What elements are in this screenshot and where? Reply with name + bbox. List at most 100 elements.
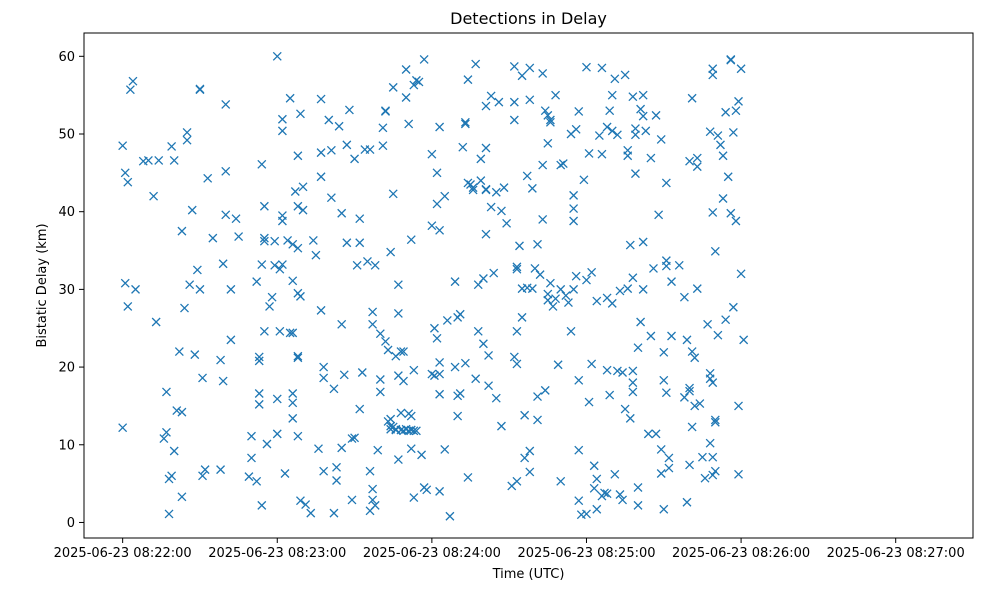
data-point-marker xyxy=(597,63,607,73)
data-point-marker xyxy=(682,497,692,507)
data-point-marker xyxy=(633,500,643,510)
y-tick-label: 10 xyxy=(58,438,75,453)
data-point-marker xyxy=(177,492,187,502)
data-point-marker xyxy=(731,216,741,226)
data-point-marker xyxy=(685,156,695,166)
data-point-marker xyxy=(187,205,197,215)
data-point-marker xyxy=(512,262,522,272)
data-point-marker xyxy=(620,70,630,80)
data-point-marker xyxy=(445,511,455,521)
x-tick-label: 2025-06-23 08:27:00 xyxy=(827,546,965,561)
data-point-marker xyxy=(440,444,450,454)
data-point-marker xyxy=(638,111,648,121)
x-axis-ticks: 2025-06-23 08:22:00 2025-06-23 08:23:00 20… xyxy=(54,538,965,561)
data-point-marker xyxy=(401,65,411,74)
data-point-marker xyxy=(708,452,718,462)
y-tick-label: 20 xyxy=(58,361,75,376)
data-point-marker xyxy=(551,90,561,100)
data-point-marker xyxy=(378,123,388,133)
x-tick-label: 2025-06-23 08:23:00 xyxy=(208,546,346,561)
data-point-marker xyxy=(649,263,658,273)
data-point-marker xyxy=(651,110,661,120)
data-point-marker xyxy=(659,504,669,514)
data-point-marker xyxy=(690,401,700,411)
data-point-marker xyxy=(520,410,530,420)
data-point-marker xyxy=(339,370,349,380)
data-point-marker xyxy=(481,143,491,153)
data-point-marker xyxy=(131,284,140,294)
data-point-marker xyxy=(118,141,128,151)
data-point-marker xyxy=(522,171,532,181)
data-point-marker xyxy=(481,185,491,195)
data-point-marker xyxy=(496,421,506,431)
data-point-marker xyxy=(574,496,584,506)
data-point-marker xyxy=(198,373,207,383)
data-point-marker xyxy=(272,394,282,404)
data-point-marker xyxy=(731,106,741,116)
data-point-marker xyxy=(167,141,177,151)
data-point-marker xyxy=(502,218,512,228)
data-point-marker xyxy=(435,486,445,496)
data-point-marker xyxy=(295,496,305,506)
data-point-marker xyxy=(332,462,341,472)
data-point-marker xyxy=(308,235,318,245)
data-point-marker xyxy=(259,233,269,243)
data-point-marker xyxy=(612,366,622,376)
data-point-marker xyxy=(218,259,228,269)
data-point-marker xyxy=(584,148,594,158)
data-point-marker xyxy=(726,208,736,218)
data-point-marker xyxy=(628,366,638,376)
data-point-marker xyxy=(386,421,396,431)
data-point-marker xyxy=(329,508,339,518)
data-point-marker xyxy=(435,225,445,235)
data-point-marker xyxy=(705,127,715,137)
data-point-marker xyxy=(453,411,463,421)
data-point-marker xyxy=(435,389,445,399)
data-point-marker xyxy=(520,453,530,463)
data-point-marker xyxy=(298,182,308,192)
data-point-marker xyxy=(602,122,612,132)
data-point-marker xyxy=(195,284,205,294)
data-point-marker xyxy=(592,474,602,484)
data-point-marker xyxy=(705,368,715,378)
data-point-marker xyxy=(460,119,470,129)
data-point-marker xyxy=(594,131,604,141)
data-point-marker xyxy=(597,149,607,159)
data-point-marker xyxy=(667,277,676,287)
data-point-marker xyxy=(638,90,648,100)
data-point-marker xyxy=(697,452,707,462)
data-point-marker xyxy=(628,92,638,102)
data-point-marker xyxy=(661,178,671,188)
data-point-marker xyxy=(739,335,749,345)
data-point-marker xyxy=(280,469,290,478)
data-point-marker xyxy=(574,107,584,116)
data-point-marker xyxy=(151,317,161,327)
data-point-marker xyxy=(690,353,700,363)
data-point-marker xyxy=(463,472,473,482)
data-point-marker xyxy=(393,455,403,464)
data-point-marker xyxy=(484,350,494,360)
data-point-marker xyxy=(489,268,499,278)
data-point-marker xyxy=(569,216,579,226)
data-point-marker xyxy=(396,408,406,418)
data-point-marker xyxy=(471,59,481,69)
data-point-marker xyxy=(736,64,746,74)
data-point-marker xyxy=(306,508,316,518)
data-point-marker xyxy=(710,466,720,476)
data-point-marker xyxy=(566,326,576,336)
data-point-marker xyxy=(556,160,566,170)
data-point-marker xyxy=(499,183,509,193)
data-point-marker xyxy=(375,387,385,397)
data-point-marker xyxy=(545,278,555,288)
data-point-marker xyxy=(355,238,365,248)
data-point-marker xyxy=(283,235,293,245)
data-point-marker xyxy=(427,149,437,159)
data-point-marker xyxy=(491,187,501,197)
chart-title: Detections in Delay xyxy=(450,9,607,28)
data-point-marker xyxy=(368,307,378,317)
data-point-marker xyxy=(486,91,496,101)
data-point-marker xyxy=(216,355,226,365)
data-point-marker xyxy=(587,267,597,277)
data-point-marker xyxy=(409,80,419,90)
y-tick-label: 40 xyxy=(58,205,75,220)
